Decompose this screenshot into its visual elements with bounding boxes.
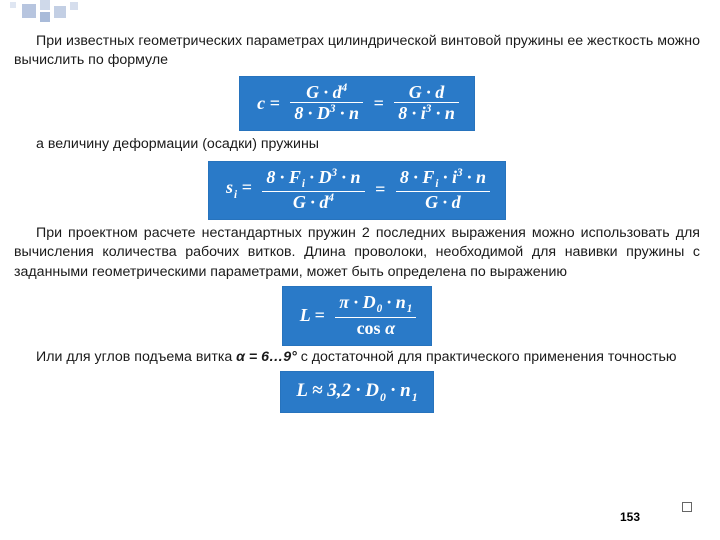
formula-1-wrap: c = G · d48 · D3 · n = G · d8 · i3 · n [14,76,700,131]
page-content: При известных геометрических параметрах … [0,0,720,413]
formula-4-wrap: L ≈ 3,2 · D0 · n1 [14,371,700,414]
p4-part-a: Или для углов подъема витка [36,349,236,365]
formula-deformation: si = 8 · Fi · D3 · nG · d4 = 8 · Fi · i3… [208,161,506,221]
paragraph-2: а величину деформации (осадки) пружины [14,135,700,154]
alpha-range: α = 6…9° [236,349,297,365]
paragraph-3: При проектном расчете нестандартных пруж… [14,224,700,282]
formula-3-wrap: L = π · D0 · n1cos α [14,286,700,346]
p4-part-c: с достаточной для практического применен… [297,349,677,365]
corner-marker [682,502,692,512]
page-number: 153 [620,510,640,524]
formula-stiffness: c = G · d48 · D3 · n = G · d8 · i3 · n [239,76,475,131]
formula-approx-length: L ≈ 3,2 · D0 · n1 [280,371,433,414]
paragraph-4: Или для углов подъема витка α = 6…9° с д… [14,348,700,367]
corner-decoration [0,0,90,24]
formula-wire-length: L = π · D0 · n1cos α [282,286,433,346]
formula-2-wrap: si = 8 · Fi · D3 · nG · d4 = 8 · Fi · i3… [14,161,700,221]
paragraph-1: При известных геометрических параметрах … [14,32,700,70]
